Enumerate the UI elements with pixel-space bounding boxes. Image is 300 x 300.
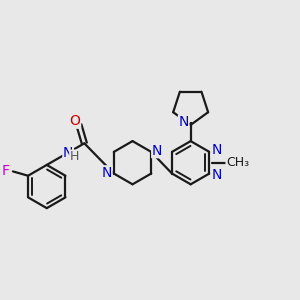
Text: N: N	[102, 166, 112, 180]
Text: H: H	[70, 150, 79, 163]
Text: O: O	[70, 114, 81, 128]
Text: N: N	[152, 144, 162, 158]
Text: N: N	[178, 115, 189, 129]
Text: N: N	[211, 168, 221, 182]
Text: CH₃: CH₃	[226, 156, 249, 169]
Text: F: F	[2, 164, 10, 178]
Text: N: N	[63, 146, 73, 160]
Text: N: N	[211, 143, 221, 157]
